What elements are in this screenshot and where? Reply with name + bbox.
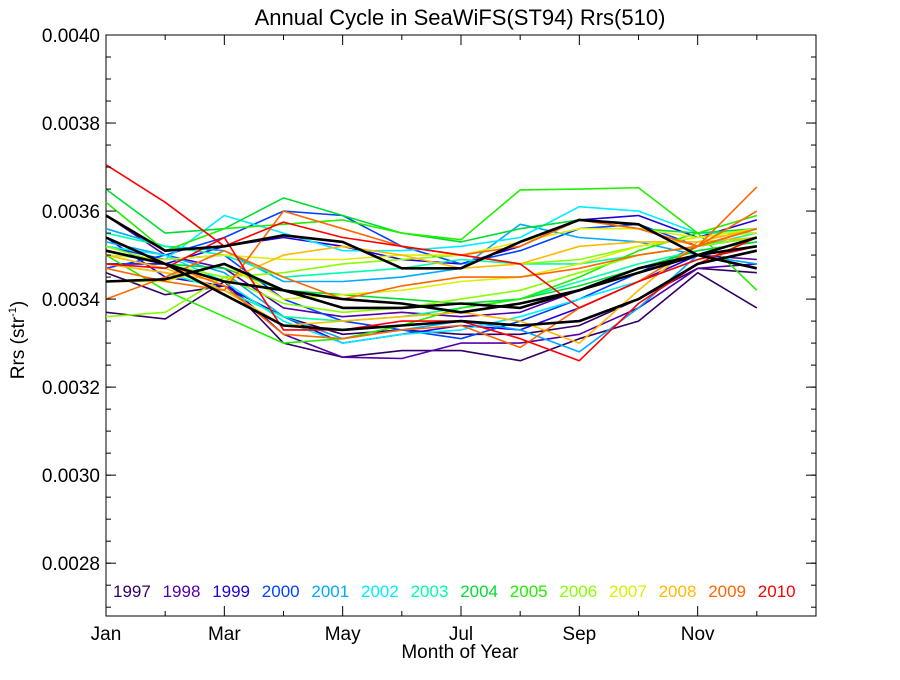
series-line-2008-1 [105,236,757,283]
x-tick-label: Nov [681,624,715,645]
legend-item-2008: 2008 [659,582,697,601]
series-line-2001-0 [105,236,758,353]
legend-item-1997: 1997 [113,582,151,601]
y-tick-label: 0.0040 [42,26,100,47]
mean-line-1 [105,236,758,314]
legend-item-2010: 2010 [758,582,796,601]
series-line-2005-0 [105,186,758,252]
series-line-2005-1 [105,232,758,344]
series-line-2009-0 [105,186,758,300]
legend-item-1998: 1998 [163,582,201,601]
y-tick-label: 0.0032 [42,378,100,399]
x-tick-label: May [325,624,361,645]
series-line-2009-1 [105,210,758,349]
legend-item-2002: 2002 [361,582,399,601]
legend-item-2006: 2006 [559,582,597,601]
chart-title: Annual Cycle in SeaWiFS(ST94) Rrs(510) [255,5,666,30]
legend-item-1999: 1999 [212,582,250,601]
y-tick-label: 0.0028 [42,554,100,575]
legend-item-2005: 2005 [510,582,548,601]
legend: 1997 1998 1999 2000 2001 2002 2003 2004 2005 2006… [113,582,796,601]
y-axis-title: Rrs (str-1) [7,301,29,379]
series-line-2010-0 [105,164,757,309]
y-axis-title-main: Rrs (str [8,316,29,379]
legend-item-2007: 2007 [609,582,647,601]
series-line-2010-1 [105,236,758,362]
series-line-2008-0 [105,227,757,344]
axis-layer: 0.0028 0.0030 0.0032 0.0034 0.0036 0.0038 0.00… [42,26,816,645]
x-tick-label: Sep [562,624,596,645]
mean-line-3 [105,249,758,332]
y-tick-label: 0.0038 [42,114,100,135]
series-line-2002-0 [105,205,757,261]
mean-line-2 [105,245,757,310]
x-axis-title: Month of Year [401,642,519,663]
y-tick-label: 0.0034 [42,290,101,311]
mean-line-0 [105,214,758,270]
x-tick-label: Mar [208,624,241,645]
y-axis-title-sup: -1 [7,307,19,317]
legend-item-2004: 2004 [460,582,498,601]
legend-item-2009: 2009 [708,582,746,601]
y-axis-title-suffix: ) [8,301,29,307]
legend-item-2003: 2003 [411,582,449,601]
series-layer [105,164,758,362]
legend-item-2000: 2000 [262,582,300,601]
x-tick-label: Jul [449,624,473,645]
y-tick-label: 0.0036 [42,202,100,223]
y-tick-label: 0.0030 [42,466,100,487]
legend-item-2001: 2001 [311,582,349,601]
x-tick-label: Jan [91,624,122,645]
